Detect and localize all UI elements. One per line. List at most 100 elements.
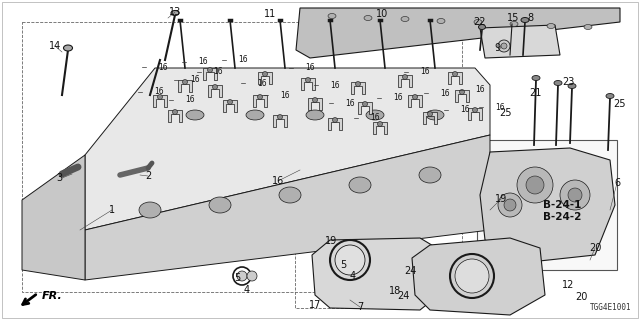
Text: 20: 20: [589, 243, 601, 253]
Text: 17: 17: [309, 300, 321, 310]
Text: 6: 6: [614, 178, 620, 188]
Circle shape: [335, 245, 365, 275]
Bar: [295, 228, 405, 308]
Circle shape: [333, 117, 337, 123]
Text: 25: 25: [499, 108, 511, 118]
Text: 25: 25: [614, 99, 627, 109]
Circle shape: [560, 180, 590, 210]
Circle shape: [227, 100, 232, 105]
Text: 16: 16: [185, 95, 195, 105]
Ellipse shape: [139, 202, 161, 218]
Text: 16: 16: [213, 68, 223, 76]
Text: 16: 16: [272, 176, 284, 186]
Polygon shape: [153, 95, 167, 107]
Text: FR.: FR.: [42, 291, 63, 301]
Text: 12: 12: [562, 280, 574, 290]
Circle shape: [247, 271, 257, 281]
Circle shape: [355, 82, 360, 86]
Circle shape: [455, 259, 489, 293]
Polygon shape: [398, 75, 412, 87]
Text: 4: 4: [244, 285, 250, 295]
Ellipse shape: [63, 45, 72, 51]
Ellipse shape: [426, 110, 444, 120]
Circle shape: [207, 68, 212, 73]
Text: 16: 16: [393, 93, 403, 102]
Text: 5: 5: [234, 273, 240, 283]
Polygon shape: [351, 82, 365, 94]
Circle shape: [182, 79, 188, 84]
Text: 18: 18: [389, 286, 401, 296]
Text: 16: 16: [158, 62, 168, 71]
Ellipse shape: [364, 15, 372, 20]
Text: 16: 16: [370, 114, 380, 123]
Text: 8: 8: [527, 13, 533, 23]
Ellipse shape: [510, 21, 518, 27]
Ellipse shape: [479, 25, 486, 29]
Polygon shape: [373, 122, 387, 134]
Polygon shape: [208, 85, 222, 97]
Ellipse shape: [246, 110, 264, 120]
Circle shape: [526, 176, 544, 194]
Text: 22: 22: [473, 17, 485, 27]
Circle shape: [173, 109, 177, 115]
Circle shape: [568, 188, 582, 202]
Ellipse shape: [306, 110, 324, 120]
Circle shape: [312, 98, 317, 102]
Circle shape: [413, 94, 417, 100]
Ellipse shape: [401, 17, 409, 21]
Circle shape: [237, 271, 247, 281]
Bar: [22, 22, 462, 292]
Text: 13: 13: [169, 7, 181, 17]
Text: 19: 19: [495, 194, 507, 204]
Circle shape: [472, 108, 477, 113]
Polygon shape: [408, 95, 422, 107]
Ellipse shape: [584, 25, 592, 29]
Text: B-24-1: B-24-1: [543, 200, 581, 210]
Text: 16: 16: [198, 58, 207, 67]
Text: 16: 16: [345, 99, 355, 108]
Ellipse shape: [606, 93, 614, 99]
Ellipse shape: [186, 110, 204, 120]
Circle shape: [501, 43, 507, 49]
Polygon shape: [480, 25, 560, 58]
Text: 16: 16: [420, 68, 429, 76]
Text: 16: 16: [460, 106, 470, 115]
Polygon shape: [468, 108, 482, 120]
Text: 19: 19: [325, 236, 337, 246]
Text: 24: 24: [404, 266, 416, 276]
Text: 16: 16: [475, 85, 484, 94]
Ellipse shape: [532, 76, 540, 81]
Polygon shape: [448, 72, 462, 84]
Ellipse shape: [209, 197, 231, 213]
Circle shape: [278, 115, 282, 119]
Text: 14: 14: [49, 41, 61, 51]
Ellipse shape: [171, 11, 179, 15]
Text: 24: 24: [397, 291, 409, 301]
Polygon shape: [258, 72, 272, 84]
Circle shape: [460, 90, 465, 94]
Polygon shape: [273, 115, 287, 127]
Text: TGG4E1001: TGG4E1001: [590, 303, 632, 312]
Text: 11: 11: [264, 9, 276, 19]
Ellipse shape: [328, 13, 336, 19]
Text: 1: 1: [109, 205, 115, 215]
Text: 15: 15: [507, 13, 519, 23]
Polygon shape: [22, 155, 85, 280]
Circle shape: [157, 94, 163, 100]
Text: 4: 4: [350, 271, 356, 281]
Text: 16: 16: [238, 55, 248, 65]
Circle shape: [257, 94, 262, 100]
Circle shape: [498, 40, 510, 52]
Polygon shape: [296, 8, 620, 58]
Circle shape: [212, 84, 218, 90]
Text: 21: 21: [529, 88, 541, 98]
Circle shape: [403, 75, 408, 79]
Ellipse shape: [437, 19, 445, 23]
Text: 16: 16: [190, 76, 200, 84]
Polygon shape: [253, 95, 267, 107]
Polygon shape: [178, 80, 192, 92]
Polygon shape: [85, 68, 490, 230]
Polygon shape: [301, 78, 315, 90]
Ellipse shape: [547, 23, 555, 28]
Circle shape: [428, 111, 433, 116]
